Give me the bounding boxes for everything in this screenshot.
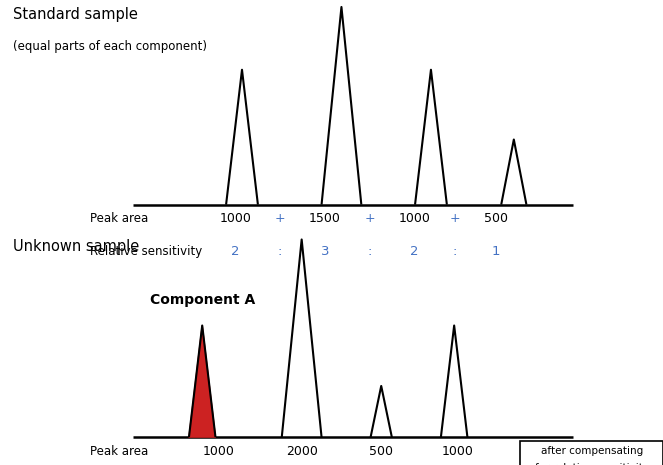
- Text: +: +: [450, 212, 461, 225]
- Text: 1000: 1000: [398, 212, 430, 225]
- Text: Relative sensitivity: Relative sensitivity: [90, 245, 202, 258]
- Text: +: +: [364, 212, 375, 225]
- Text: 1000: 1000: [442, 445, 473, 458]
- FancyBboxPatch shape: [520, 441, 663, 465]
- Text: Unknown sample: Unknown sample: [13, 239, 139, 254]
- Text: after compensating: after compensating: [540, 446, 643, 457]
- Text: +: +: [274, 212, 286, 225]
- Text: Peak area: Peak area: [90, 445, 148, 458]
- Text: for relative sensitivity: for relative sensitivity: [535, 463, 648, 465]
- Text: 1: 1: [492, 245, 500, 258]
- Text: 1000: 1000: [203, 445, 235, 458]
- Text: 2000: 2000: [286, 445, 318, 458]
- Text: +: +: [414, 463, 425, 465]
- Text: 3: 3: [321, 245, 329, 258]
- Text: =: =: [508, 463, 520, 465]
- Text: 1500: 1500: [309, 212, 341, 225]
- Text: +: +: [255, 463, 266, 465]
- Polygon shape: [189, 326, 215, 437]
- Text: Peak area: Peak area: [90, 212, 148, 225]
- Text: 500: 500: [369, 445, 393, 458]
- Text: (equal parts of each component): (equal parts of each component): [13, 40, 208, 53]
- Text: 2: 2: [410, 245, 418, 258]
- Text: 2: 2: [231, 245, 239, 258]
- Text: :: :: [278, 245, 282, 258]
- Text: Standard sample: Standard sample: [13, 7, 138, 22]
- Text: :: :: [367, 245, 372, 258]
- Text: +: +: [336, 463, 347, 465]
- Text: 1000: 1000: [219, 212, 251, 225]
- Text: Component A: Component A: [150, 293, 255, 307]
- Text: :: :: [453, 245, 457, 258]
- Text: 500: 500: [484, 212, 508, 225]
